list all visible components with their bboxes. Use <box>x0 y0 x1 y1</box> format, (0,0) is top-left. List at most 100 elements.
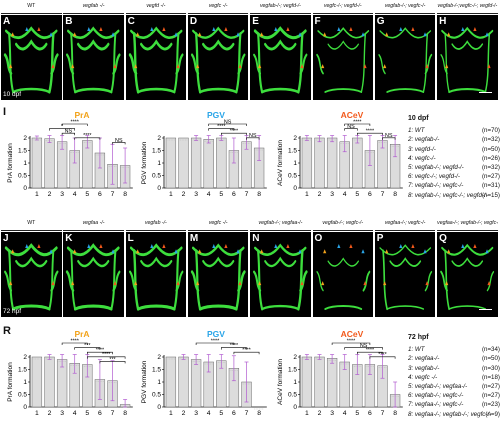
marker-arrow <box>149 26 154 31</box>
legend-n: (n=23) <box>481 401 500 409</box>
vessel-path <box>424 53 433 75</box>
marker-arrow <box>236 249 240 254</box>
header-underline <box>1 13 62 14</box>
vessel-path <box>386 305 424 310</box>
marker-arrow <box>487 281 491 286</box>
vessel-path <box>66 53 75 75</box>
chart-title: ACeV <box>341 329 364 339</box>
vessel-image <box>378 26 433 93</box>
marker-arrow <box>99 26 103 31</box>
y-tick-label: 1.5 <box>152 367 161 374</box>
header-underline <box>63 13 124 14</box>
x-tick-label: 7 <box>245 410 249 417</box>
legend-n: (n=18) <box>481 373 500 381</box>
marker-arrow <box>322 249 326 254</box>
sig-label: **** <box>217 124 226 130</box>
panel-letter: C <box>127 16 135 27</box>
marker-arrow <box>336 243 340 248</box>
vessel-path <box>379 27 431 39</box>
marker-arrow <box>286 243 290 248</box>
legend-row: 6: vegfc-/-; vegfd-/- (n=27) <box>408 172 500 181</box>
vessel-path <box>451 257 484 267</box>
vessel-path <box>451 40 484 50</box>
y-tick-label: 2 <box>157 354 161 361</box>
genotype-header: WT <box>27 3 36 9</box>
header-underline <box>250 13 311 14</box>
x-tick-label: 8 <box>123 410 127 417</box>
sig-label: NS <box>360 343 368 349</box>
x-tick-label: 2 <box>48 191 52 198</box>
legend-row: 4: vegfc -/- (n=18) <box>408 373 500 382</box>
legend-n: (n=50) <box>481 355 500 363</box>
bar <box>301 137 313 189</box>
sig-label: **** <box>347 338 356 344</box>
panel-letter: N <box>252 233 260 244</box>
panel-letter: A <box>3 16 11 27</box>
bar <box>314 356 325 408</box>
vessel-path <box>315 271 324 292</box>
vessel-path <box>8 32 15 94</box>
y-tick-label: 1.5 <box>152 148 161 155</box>
panel-letter: P <box>376 233 384 244</box>
marker-arrow <box>25 26 29 31</box>
panel-letter: K <box>65 233 73 244</box>
vessel-path <box>198 304 238 311</box>
x-tick-label: 5 <box>219 191 223 198</box>
sig-label: *** <box>109 357 116 363</box>
legend-row: 7: vegfaa-/-; vegfc-/- (n=23) <box>408 400 500 409</box>
vessel-path <box>136 304 176 311</box>
x-tick-label: 6 <box>368 410 372 417</box>
sig-bracket <box>74 347 101 350</box>
legend-label: 6: vegfab-/-; vegfc-/- <box>408 392 464 400</box>
x-tick-label: 3 <box>194 410 198 417</box>
marker-arrow <box>360 249 365 254</box>
x-tick-label: 6 <box>368 191 372 198</box>
bar <box>31 137 43 189</box>
header-underline <box>437 13 498 14</box>
y-tick-label: 0 <box>293 404 297 411</box>
genotype-header: vegfaa -/- <box>82 220 105 226</box>
vessel-path <box>444 249 451 311</box>
y-tick-label: 1 <box>23 379 27 386</box>
sig-label: **** <box>70 338 79 344</box>
marker-arrow <box>461 243 465 248</box>
x-tick-label: 1 <box>35 410 39 417</box>
legend-label: 6: vegfc-/-; vegfd-/- <box>408 173 460 181</box>
y-tick-label: 2 <box>293 135 297 142</box>
sig-bracket <box>87 351 113 355</box>
vessel-path <box>66 270 75 292</box>
vessel-path <box>74 87 113 94</box>
panel-letter: D <box>189 16 198 27</box>
panel-letter: G <box>376 16 385 27</box>
x-tick-label: 4 <box>207 410 211 417</box>
bar <box>44 356 55 408</box>
vessel-path <box>254 26 307 40</box>
sig-bracket <box>221 347 247 350</box>
vessel-image <box>128 243 183 311</box>
panel-letter: B <box>65 16 73 27</box>
vessel-image <box>66 26 121 94</box>
legend-n: (n=27) <box>481 383 500 391</box>
x-tick-label: 2 <box>318 191 322 198</box>
vessel-path <box>136 87 175 94</box>
vessel-path <box>110 249 117 311</box>
sig-bracket <box>61 123 88 126</box>
vessel-path <box>253 53 262 75</box>
micrograph-panel: E <box>250 15 311 100</box>
x-tick-label: 7 <box>111 191 115 198</box>
vessel-image <box>66 243 121 311</box>
marker-arrow <box>173 249 178 254</box>
vessel-path <box>48 249 55 311</box>
sig-label: NS <box>347 124 355 130</box>
header-underline <box>250 230 311 231</box>
sig-bracket <box>344 128 358 131</box>
vessel-path <box>440 54 448 75</box>
panel-letter: M <box>189 233 199 244</box>
x-tick-label: 7 <box>111 410 115 417</box>
x-tick-label: 6 <box>98 191 102 198</box>
scale-bar <box>478 91 492 93</box>
micrograph-panel: C <box>125 15 187 100</box>
